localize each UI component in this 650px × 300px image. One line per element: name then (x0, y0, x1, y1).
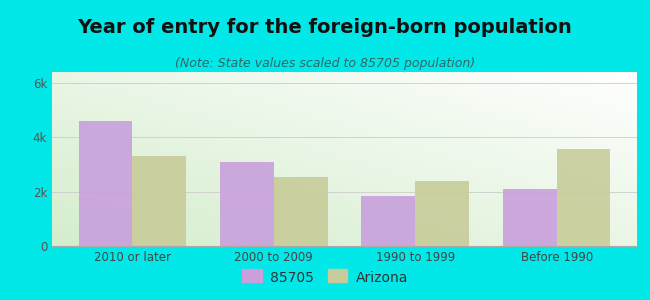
Bar (79, 121, 133, 246)
Bar (415, 181, 469, 246)
Bar (361, 196, 415, 246)
Bar (220, 162, 274, 246)
Bar (503, 189, 556, 246)
Bar (133, 156, 186, 246)
Bar (274, 177, 328, 246)
Bar (556, 149, 610, 246)
Text: Year of entry for the foreign-born population: Year of entry for the foreign-born popul… (77, 18, 573, 37)
Legend: 85705, Arizona: 85705, Arizona (237, 265, 413, 290)
Text: (Note: State values scaled to 85705 population): (Note: State values scaled to 85705 popu… (175, 57, 475, 70)
